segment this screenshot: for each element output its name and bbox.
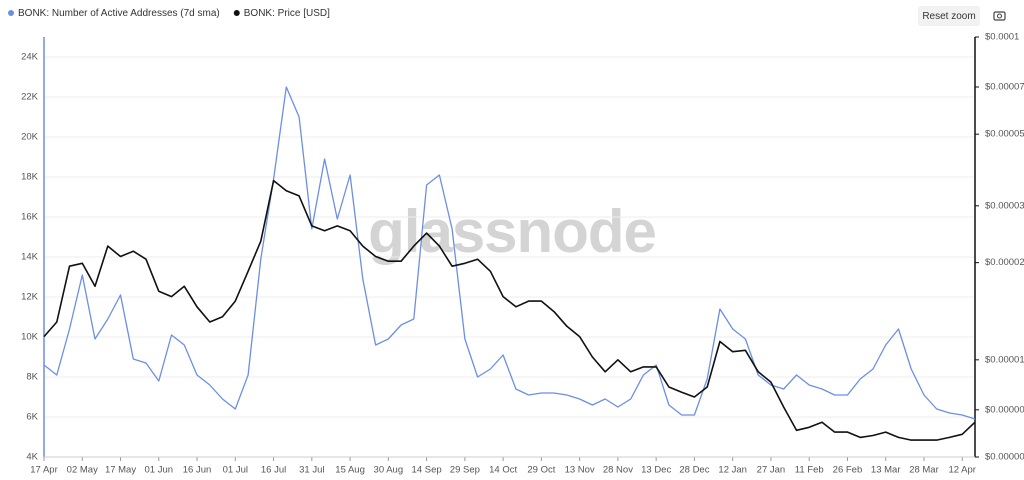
x-tick-label: 01 Jul	[223, 465, 248, 476]
button-bg[interactable]	[988, 6, 1010, 26]
x-tick-label: 28 Dec	[679, 465, 709, 476]
x-tick-label: 02 May	[67, 465, 98, 476]
y2-tick-label: $0.0001	[985, 32, 1019, 43]
x-tick-label: 01 Jun	[145, 465, 174, 476]
button-bg[interactable]	[918, 6, 980, 26]
x-tick-label: 31 Jul	[299, 465, 324, 476]
x-tick-label: 12 Apr	[949, 465, 976, 476]
y2-tick-label: $0.00000	[985, 452, 1024, 463]
x-tick-label: 27 Jan	[757, 465, 786, 476]
x-tick-label: 28 Mar	[909, 465, 939, 476]
y2-tick-label: $0.00001	[985, 354, 1024, 365]
y2-tick-label: $0.00005	[985, 129, 1024, 140]
y2-tick-label: $0.00000	[985, 404, 1024, 415]
legend-label: BONK: Number of Active Addresses (7d sma…	[18, 8, 220, 19]
y-tick-label: 20K	[21, 132, 39, 143]
button-label[interactable]: Reset zoom	[922, 11, 975, 22]
x-tick-label: 15 Aug	[335, 465, 365, 476]
y-tick-label: 14K	[21, 252, 39, 263]
x-tick-label: 16 Jun	[183, 465, 212, 476]
x-tick-label: 13 Mar	[871, 465, 901, 476]
x-tick-label: 13 Dec	[641, 465, 671, 476]
x-tick-label: 29 Sep	[450, 465, 480, 476]
x-tick-label: 28 Nov	[603, 465, 633, 476]
x-tick-label: 11 Feb	[795, 465, 824, 476]
camera-icon[interactable]	[993, 11, 1006, 21]
x-tick-label: 17 May	[105, 465, 136, 476]
x-tick-label: 30 Aug	[374, 465, 404, 476]
series-line	[43, 86, 976, 420]
y-tick-label: 4K	[26, 452, 38, 463]
camera-button[interactable]	[988, 6, 1010, 26]
x-tick-label: 14 Sep	[412, 465, 442, 476]
y-tick-label: 18K	[21, 172, 39, 183]
x-tick-label: 12 Jan	[718, 465, 747, 476]
series-line	[43, 179, 976, 441]
reset-zoom-button[interactable]: Reset zoom	[918, 6, 980, 26]
y-tick-label: 16K	[21, 212, 39, 223]
legend-label: BONK: Price [USD]	[244, 8, 330, 19]
y-tick-label: 22K	[21, 92, 39, 103]
y-tick-label: 6K	[26, 412, 38, 423]
y2-tick-label: $0.00007	[985, 82, 1024, 93]
x-tick-label: 17 Apr	[30, 465, 57, 476]
x-tick-label: 16 Jul	[261, 465, 286, 476]
x-tick-label: 14 Oct	[489, 465, 517, 476]
x-tick-label: 13 Nov	[565, 465, 595, 476]
legend-marker	[8, 10, 14, 16]
y-tick-label: 12K	[21, 292, 39, 303]
x-tick-label: 29 Oct	[527, 465, 555, 476]
legend-marker	[233, 10, 240, 16]
y2-tick-label: $0.00002	[985, 257, 1024, 268]
y-tick-label: 24K	[21, 52, 39, 63]
y-tick-label: 8K	[26, 372, 38, 383]
x-tick-label: 26 Feb	[833, 465, 863, 476]
y-tick-label: 10K	[21, 332, 39, 343]
watermark: glassnode	[368, 198, 656, 265]
y2-tick-label: $0.00003	[985, 200, 1024, 211]
camera-lens[interactable]	[996, 13, 1003, 19]
